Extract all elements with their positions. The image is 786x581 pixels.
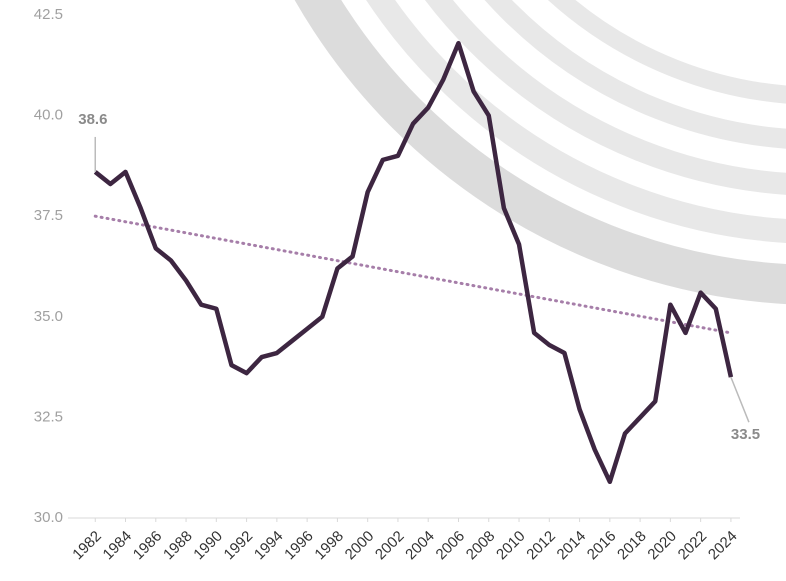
background-arcs	[235, 0, 786, 285]
y-tick-label: 37.5	[34, 207, 63, 224]
leader-line	[731, 377, 749, 422]
x-tick-label: 1996	[281, 528, 317, 564]
x-tick-label: 1986	[130, 528, 166, 564]
x-tick-label: 1984	[100, 528, 136, 564]
data-label: 33.5	[731, 426, 760, 443]
x-tick-label: 2006	[433, 528, 469, 564]
x-tick-label: 2012	[523, 528, 559, 564]
y-tick-label: 42.5	[34, 6, 63, 23]
x-tick-label: 2020	[644, 528, 680, 564]
data-label: 38.6	[78, 111, 107, 128]
x-tick-label: 2008	[463, 528, 499, 564]
x-tick-label: 1992	[221, 528, 257, 564]
chart: 30.0 32.5 35.0 37.5 40.0 42.5 1982198419861988…	[0, 0, 786, 581]
x-tick-label: 2014	[554, 528, 590, 564]
x-tick-label: 2002	[372, 528, 408, 564]
x-tick-label: 2010	[493, 528, 529, 564]
x-tick-label: 1988	[160, 528, 196, 564]
x-tick-label: 2000	[342, 528, 378, 564]
y-tick-label: 40.0	[34, 107, 63, 124]
x-tick-label: 2022	[675, 528, 711, 564]
x-tick-label: 2024	[705, 528, 741, 564]
y-tick-label: 35.0	[34, 308, 63, 325]
x-tick-label: 1998	[311, 528, 347, 564]
x-tick-label: 2004	[402, 528, 438, 564]
x-tick-label: 1990	[190, 528, 226, 564]
x-tick-label: 1982	[69, 528, 105, 564]
x-tick-label: 1994	[251, 528, 287, 564]
x-tick-label: 2018	[614, 528, 650, 564]
y-tick-label: 32.5	[34, 408, 63, 425]
y-tick-label: 30.0	[34, 509, 63, 526]
x-tick-label: 2016	[584, 528, 620, 564]
